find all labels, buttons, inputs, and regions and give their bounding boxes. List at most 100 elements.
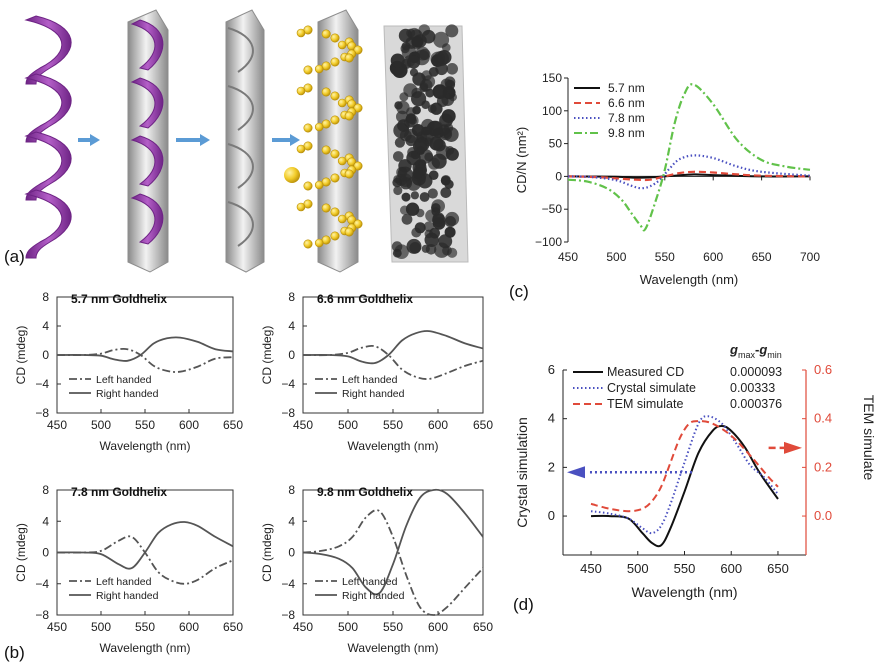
tem-particle <box>444 179 454 189</box>
x-tick-label: 650 <box>752 250 772 264</box>
tem-micrograph <box>383 24 469 263</box>
coated-helix <box>127 9 169 273</box>
x-axis-label: Wavelength (nm) <box>100 641 191 655</box>
legend-label: Left handed <box>342 374 398 386</box>
legend-value: 0.000376 <box>730 397 782 411</box>
right-tick-label: 0.6 <box>814 362 832 377</box>
y-axis-label: CD (mdeg) <box>260 326 274 385</box>
tem-particle <box>390 53 405 68</box>
gold-nanoparticle <box>330 173 340 183</box>
y-tick-label: 8 <box>288 290 295 304</box>
y-tick-label: 0 <box>42 546 49 560</box>
tem-particle <box>442 86 456 100</box>
gold-nanoparticle <box>353 161 363 171</box>
left-tick-label: 0 <box>548 508 555 523</box>
y-axis-label: CD (mdeg) <box>260 523 274 582</box>
left-axis-label: Crystal simulation <box>514 417 530 527</box>
tem-particle <box>435 62 448 76</box>
gold-nanoparticle <box>321 203 331 213</box>
x-tick-label: 550 <box>383 418 403 432</box>
series-line-left-handed <box>56 347 234 373</box>
gold-nanoparticle <box>353 103 363 113</box>
x-tick-label: 450 <box>293 620 313 634</box>
chart-title: 7.8 nm Goldhelix <box>71 485 167 499</box>
series-line-tem-simulate <box>590 420 779 513</box>
x-tick-label: 450 <box>47 418 67 432</box>
y-tick-label: −8 <box>281 406 295 420</box>
gold-nanoparticle <box>344 53 354 63</box>
x-tick-label: 500 <box>606 250 626 264</box>
legend-header-part: g <box>758 342 767 357</box>
gold-nanoparticle <box>321 145 331 155</box>
y-tick-label: 0 <box>42 348 49 362</box>
helix-groove <box>227 143 254 189</box>
tem-particle <box>444 76 456 88</box>
x-tick-label: 600 <box>428 620 448 634</box>
gold-nanoparticle <box>337 156 347 166</box>
tem-particle <box>392 177 403 188</box>
tem-particle <box>406 176 421 191</box>
left-tick-label: 6 <box>548 362 555 377</box>
y-tick-label: −50 <box>542 202 563 216</box>
tem-particle <box>447 247 458 258</box>
chart-d: 0 2 4 6 0.0 0.2 0.4 0.6 450 500 550 600 650 Wavelengt… <box>514 342 874 600</box>
gold-nanoparticle <box>296 144 306 154</box>
gold-nanoparticle <box>314 122 324 132</box>
process-arrows <box>78 134 300 146</box>
legend-header: gmax-gmin <box>729 342 782 360</box>
gold-nanoparticle <box>303 123 313 133</box>
tem-particle <box>401 192 411 202</box>
series-line-right-handed <box>302 488 484 596</box>
blue-arrow-head <box>567 466 585 479</box>
x-tick-label: 600 <box>428 418 448 432</box>
process-arrow-head <box>200 134 210 146</box>
series-line-6-6-nm <box>567 170 811 182</box>
panel-label-a: (a) <box>4 247 25 266</box>
tem-particle <box>404 128 419 144</box>
silver-tube <box>225 9 265 273</box>
tem-particle <box>444 216 456 228</box>
legend-label: 6.6 nm <box>608 96 645 110</box>
x-tick-label: 500 <box>627 561 649 576</box>
y-axis-label: CD (mdeg) <box>14 326 28 385</box>
tem-particle <box>406 238 422 254</box>
y-tick-label: −4 <box>281 577 295 591</box>
gold-nanoparticle <box>337 214 347 224</box>
purple-ribbon-segment <box>130 19 164 71</box>
tem-particle <box>409 68 419 77</box>
tem-particle <box>396 100 410 115</box>
gold-nanoparticle <box>330 57 340 67</box>
tem-particle <box>421 29 436 44</box>
chart-title: 6.6 nm Goldhelix <box>317 292 413 306</box>
series-line-right-handed <box>56 336 234 362</box>
tem-particle <box>440 187 452 199</box>
purple-ribbon-segment <box>24 131 72 201</box>
gold-nanoparticle <box>344 227 354 237</box>
tem-particle <box>406 150 421 166</box>
chart-title: 5.7 nm Goldhelix <box>71 292 167 306</box>
gold-nanoparticle <box>314 64 324 74</box>
y-tick-label: −4 <box>35 377 49 391</box>
legend-label: 9.8 nm <box>608 126 645 140</box>
x-tick-label: 450 <box>293 418 313 432</box>
x-axis-label: Wavelength (nm) <box>631 584 737 600</box>
tem-particle <box>444 226 456 238</box>
gold-nanoparticle <box>296 86 306 96</box>
gold-nanoparticle <box>353 45 363 55</box>
process-arrow-head <box>90 134 100 146</box>
legend-label: Right handed <box>96 590 159 602</box>
tem-particle <box>407 55 421 69</box>
legend-header-part: g <box>729 342 738 357</box>
gold-nanoparticle <box>330 33 340 43</box>
gold-nanoparticle <box>330 231 340 241</box>
x-tick-label: 450 <box>47 620 67 634</box>
tem-particle <box>433 138 446 152</box>
tem-particle <box>397 166 413 182</box>
series-line-left-handed <box>56 535 234 585</box>
y-tick-label: −4 <box>35 577 49 591</box>
right-tick-label: 0.2 <box>814 459 832 474</box>
